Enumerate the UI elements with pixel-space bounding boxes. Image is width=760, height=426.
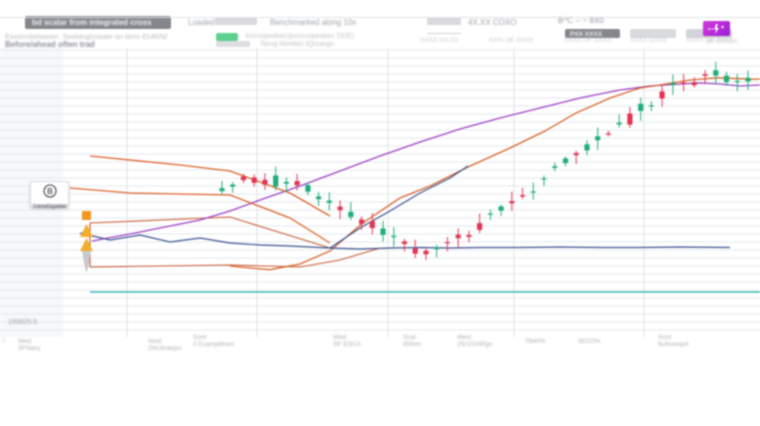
svg-text:B: B [47,187,53,196]
